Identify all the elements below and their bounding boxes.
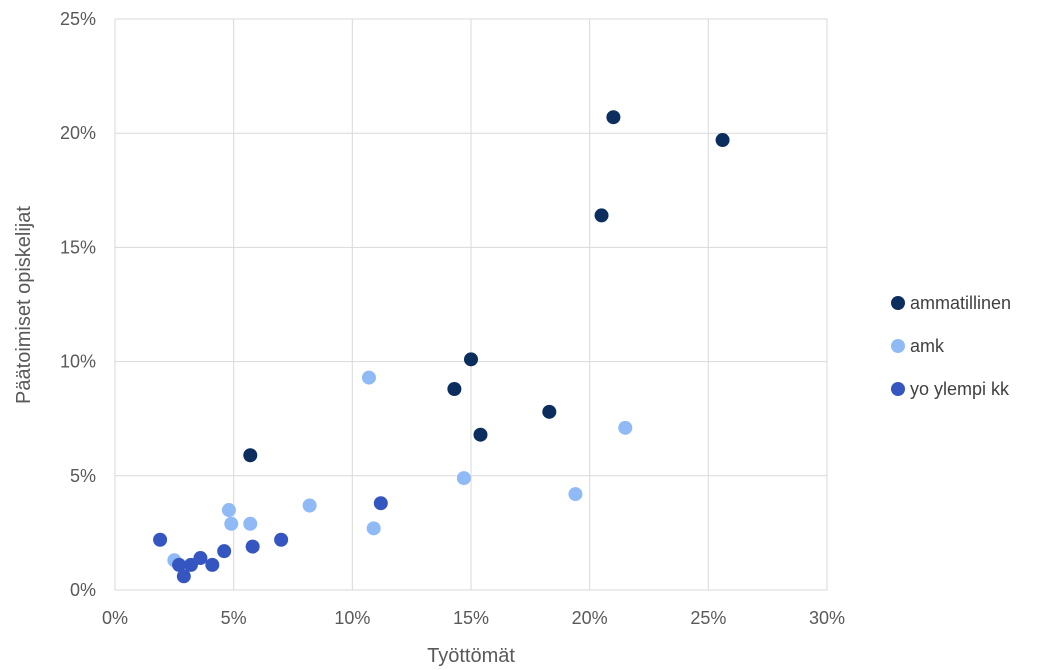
data-point-ammatillinen	[464, 352, 478, 367]
y-tick-label: 20%	[60, 123, 96, 143]
x-tick-label: 20%	[572, 608, 608, 628]
data-point-ammatillinen	[542, 404, 557, 419]
data-point-amk	[243, 516, 258, 531]
y-tick-label: 0%	[70, 580, 96, 600]
y-tick-label: 25%	[60, 9, 96, 29]
data-point-amk	[221, 503, 236, 518]
y-tick-label: 10%	[60, 352, 96, 372]
legend-marker-ammatillinen	[891, 296, 905, 310]
data-point-ammatillinen	[243, 448, 258, 463]
data-point-ammatillinen	[447, 382, 462, 397]
data-points	[153, 110, 730, 584]
data-point-yo-ylempi-kk	[183, 557, 198, 572]
legend: ammatillinen amk yo ylempi kk	[891, 293, 1011, 399]
data-point-yo-ylempi-kk	[245, 539, 260, 554]
legend-marker-amk	[891, 339, 905, 353]
x-axis-ticks: 0% 5% 10% 15% 20% 25% 30%	[102, 608, 845, 628]
y-tick-label: 15%	[60, 237, 96, 257]
y-axis-ticks: 0% 5% 10% 15% 20% 25%	[60, 9, 96, 600]
data-point-yo-ylempi-kk	[274, 532, 289, 547]
data-point-yo-ylempi-kk	[176, 569, 191, 584]
data-point-amk	[366, 521, 381, 536]
legend-label-ammatillinen: ammatillinen	[910, 293, 1011, 313]
x-axis-title: Työttömät	[427, 645, 515, 667]
y-axis-title: Päätoimiset opiskelijat	[13, 206, 35, 404]
data-point-amk	[224, 516, 239, 531]
x-tick-label: 0%	[102, 608, 128, 628]
data-point-amk	[618, 420, 633, 435]
x-tick-label: 5%	[221, 608, 247, 628]
legend-label-yo-ylempi-kk: yo ylempi kk	[910, 379, 1010, 399]
data-point-yo-ylempi-kk	[172, 557, 187, 572]
data-point-yo-ylempi-kk	[205, 557, 220, 572]
data-point-yo-ylempi-kk	[153, 532, 168, 547]
gridlines	[115, 19, 827, 590]
data-point-yo-ylempi-kk	[373, 496, 388, 511]
data-point-amk	[568, 487, 583, 502]
data-point-amk	[456, 471, 471, 486]
x-tick-label: 10%	[334, 608, 370, 628]
data-point-amk	[361, 370, 376, 385]
data-point-yo-ylempi-kk	[217, 544, 232, 559]
data-point-ammatillinen	[594, 208, 609, 223]
data-point-ammatillinen	[606, 110, 621, 125]
x-tick-label: 25%	[690, 608, 726, 628]
data-point-amk	[302, 498, 317, 513]
x-tick-label: 15%	[453, 608, 489, 628]
legend-label-amk: amk	[910, 336, 945, 356]
data-point-ammatillinen	[473, 427, 488, 442]
data-point-ammatillinen	[715, 133, 730, 148]
legend-marker-yo-ylempi-kk	[891, 382, 905, 396]
x-tick-label: 30%	[809, 608, 845, 628]
y-tick-label: 5%	[70, 466, 96, 486]
